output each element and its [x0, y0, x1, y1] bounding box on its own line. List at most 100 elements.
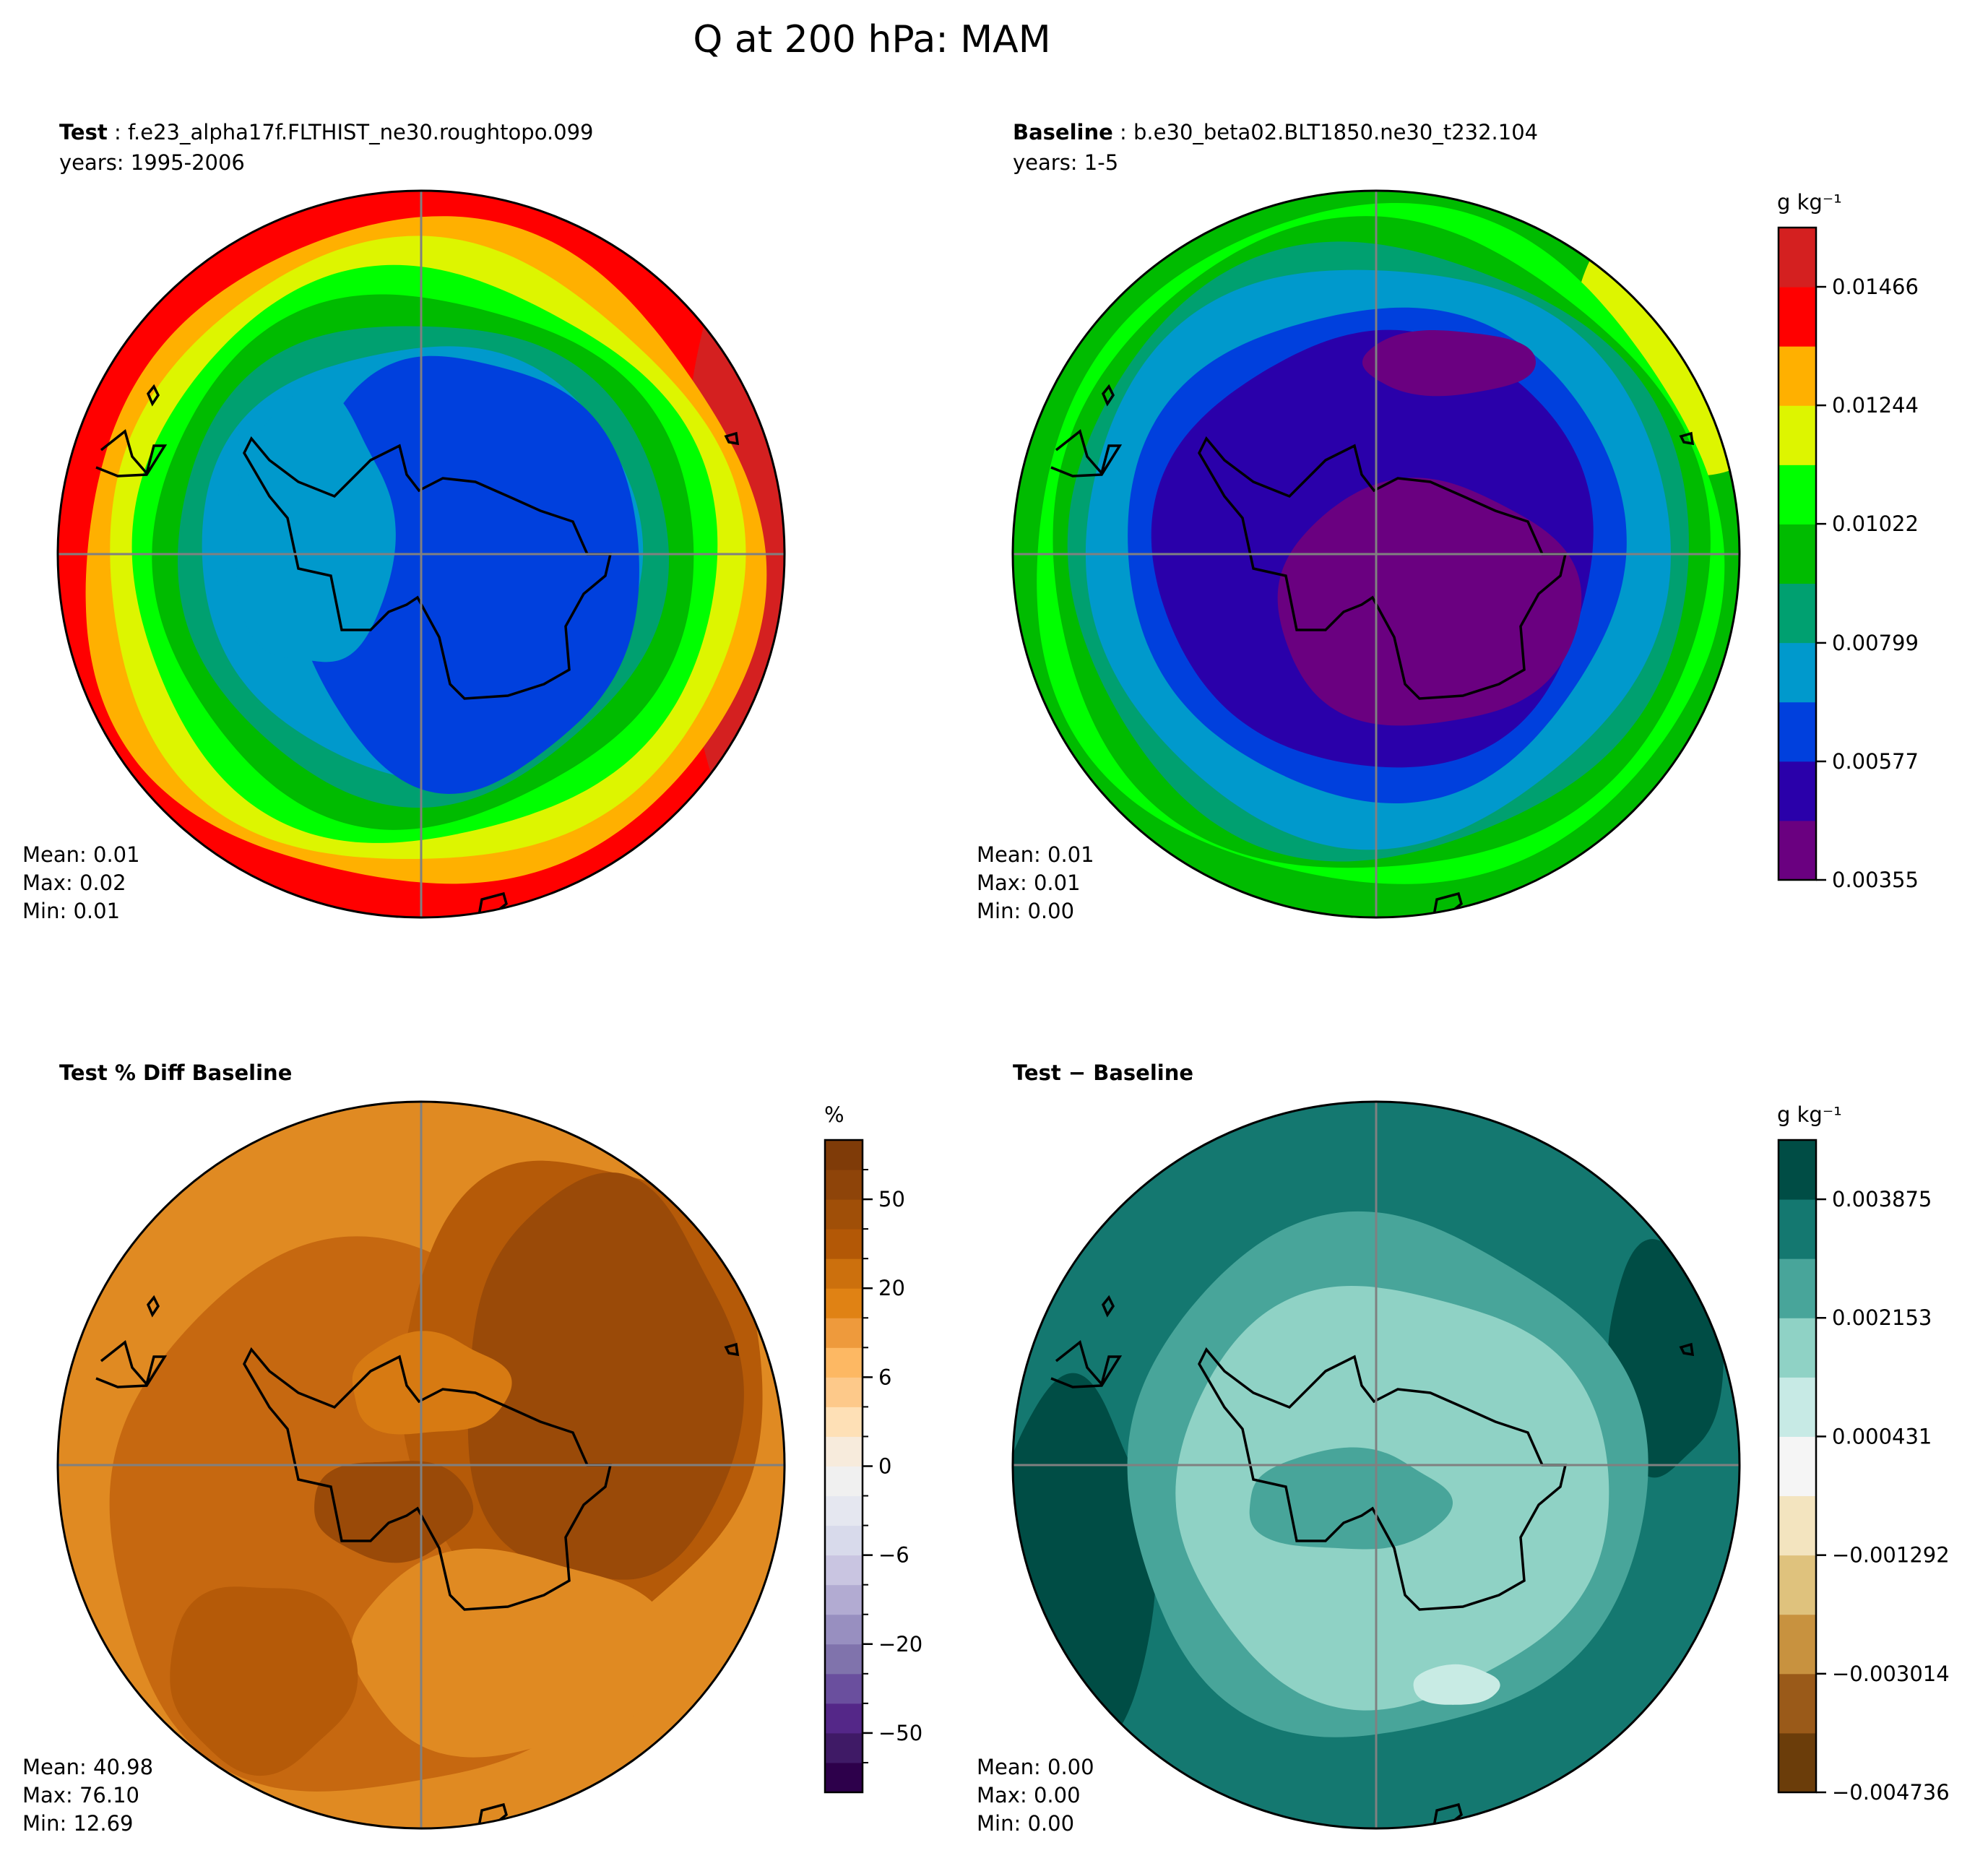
colorbar-segment — [1779, 761, 1816, 821]
coastlines — [95, 384, 740, 917]
colorbar-tick-label: 0.002153 — [1832, 1305, 1932, 1330]
colorbar-segment — [825, 1673, 863, 1704]
stat-max: Max: 76.10 — [22, 1783, 139, 1807]
colorbar-segment — [825, 1199, 863, 1230]
colorbar-segment — [825, 1347, 863, 1378]
colorbar-segment — [1779, 820, 1816, 881]
colorbar-tick-label: 0 — [878, 1454, 891, 1479]
colorbar-segment — [1779, 1140, 1816, 1200]
stat-max: Max: 0.00 — [977, 1783, 1081, 1807]
stat-min: Min: 12.69 — [22, 1811, 133, 1836]
colorbar-absdiff: 0.003875 0.002153 0.000431 −0.001292 −0.0030… — [1777, 1139, 1950, 1805]
stats-baseline: Mean: 0.01 Max: 0.01 Min: 0.00 — [977, 842, 1094, 923]
island — [1679, 1342, 1695, 1357]
colorbar-segment — [1779, 1614, 1816, 1675]
colorbar-frame — [1777, 1139, 1818, 1794]
colorbar-segment — [1779, 465, 1816, 524]
colorbar-tick-label: 0.01244 — [1832, 393, 1919, 418]
colorbar-segment — [1779, 1495, 1816, 1556]
island — [146, 1295, 160, 1318]
colorbar-segment — [1779, 346, 1816, 406]
map-diff — [1013, 1102, 1739, 1828]
island — [1101, 384, 1115, 407]
colorbar-segment — [1779, 583, 1816, 644]
colorbar-tick-label: 0.00577 — [1832, 749, 1919, 774]
colorbar-segment — [1779, 701, 1816, 762]
colorbar-tick-label: 0.01466 — [1832, 275, 1919, 299]
stat-min: Min: 0.00 — [977, 1811, 1074, 1836]
colorbar-segment — [825, 1318, 863, 1348]
antarctica-outline — [243, 1347, 613, 1611]
colorbar-segment — [825, 1170, 863, 1200]
colorbar-segment — [825, 1614, 863, 1645]
island — [1101, 1295, 1115, 1318]
contour-band — [1362, 330, 1536, 397]
map-test — [58, 191, 785, 917]
map-boundary — [56, 1100, 786, 1830]
colorbar-segment — [825, 1377, 863, 1407]
colorbar-tick-label: −20 — [878, 1632, 922, 1657]
panel-diff-title: Test − Baseline — [1013, 1061, 1193, 1085]
colorbar-segment — [825, 1584, 863, 1615]
colorbar-segment — [825, 1140, 863, 1170]
colorbar-tick-label: −6 — [878, 1543, 909, 1568]
colorbar-pct: 50 20 6 0 −6 −20 −50 — [824, 1139, 922, 1794]
colorbar-segment — [1779, 1732, 1816, 1793]
colorbar-segment — [825, 1436, 863, 1467]
colorbar-tick-label: −50 — [878, 1721, 922, 1745]
contour-band — [467, 1172, 744, 1580]
colorbar-abs-unit: g kg⁻¹ — [1777, 190, 1842, 215]
south-america-tip — [95, 429, 168, 478]
colorbar-segment — [1779, 1258, 1816, 1318]
figure-title: Q at 200 hPa: MAM — [693, 18, 1050, 61]
map-baseline — [1013, 191, 1739, 917]
colorbar-tick-label: −0.004736 — [1832, 1780, 1950, 1805]
stat-mean: Mean: 0.01 — [977, 842, 1094, 867]
island — [1679, 431, 1695, 446]
colorbar-tick-label: 50 — [878, 1187, 905, 1211]
colorbar-tick-label: 0.01022 — [1832, 511, 1919, 536]
contour-band — [1249, 1447, 1453, 1550]
colorbar-tick-label: 20 — [878, 1276, 905, 1300]
antarctica-outline — [1198, 436, 1568, 700]
panel-baseline-title: Baseline : b.e30_beta02.BLT1850.ne30_t23… — [1013, 120, 1538, 144]
south-america-tip — [95, 1340, 168, 1388]
map-boundary — [1011, 189, 1741, 919]
contour-band — [236, 386, 396, 662]
stats-diff: Mean: 0.00 Max: 0.00 Min: 0.00 — [977, 1755, 1094, 1836]
colorbar-segment — [825, 1762, 863, 1793]
colorbar-tick-label: −0.003014 — [1832, 1662, 1950, 1686]
contour-band — [352, 1331, 512, 1435]
island — [724, 1342, 740, 1357]
stat-mean: Mean: 40.98 — [22, 1755, 153, 1779]
colorbar-abs: 0.01466 0.01244 0.01022 0.00799 0.00577 0.003… — [1777, 226, 1919, 892]
island — [724, 431, 740, 446]
colorbar-segment — [1779, 1555, 1816, 1615]
colorbar-segment — [825, 1229, 863, 1259]
stats-test: Mean: 0.01 Max: 0.02 Min: 0.01 — [22, 842, 140, 923]
stat-max: Max: 0.02 — [22, 871, 126, 895]
map-pctdiff — [58, 1102, 785, 1828]
colorbar-tick-label: 6 — [878, 1365, 891, 1389]
colorbar-segment — [1779, 524, 1816, 584]
stat-min: Min: 0.00 — [977, 899, 1074, 923]
colorbar-segment — [1779, 228, 1816, 288]
south-america-tip — [1050, 429, 1123, 478]
colorbar-segment — [1779, 1436, 1816, 1497]
antarctica-outline — [243, 436, 613, 700]
colorbar-segment — [825, 1288, 863, 1318]
stat-min: Min: 0.01 — [22, 899, 120, 923]
colorbar-segment — [1779, 1673, 1816, 1734]
colorbar-pct-unit: % — [824, 1102, 844, 1127]
contour-band — [170, 1586, 358, 1776]
colorbar-tick-label: 0.003875 — [1832, 1187, 1932, 1211]
contour-band — [292, 355, 639, 794]
colorbar-tick-label: −0.001292 — [1832, 1543, 1950, 1568]
map-boundary — [1011, 1100, 1741, 1830]
antarctica-outline — [1198, 1347, 1568, 1611]
colorbar-segment — [1779, 642, 1816, 703]
colorbar-absdiff-unit: g kg⁻¹ — [1777, 1102, 1842, 1127]
colorbar-segment — [825, 1258, 863, 1289]
colorbar-segment — [825, 1407, 863, 1437]
stat-mean: Mean: 0.00 — [977, 1755, 1094, 1779]
